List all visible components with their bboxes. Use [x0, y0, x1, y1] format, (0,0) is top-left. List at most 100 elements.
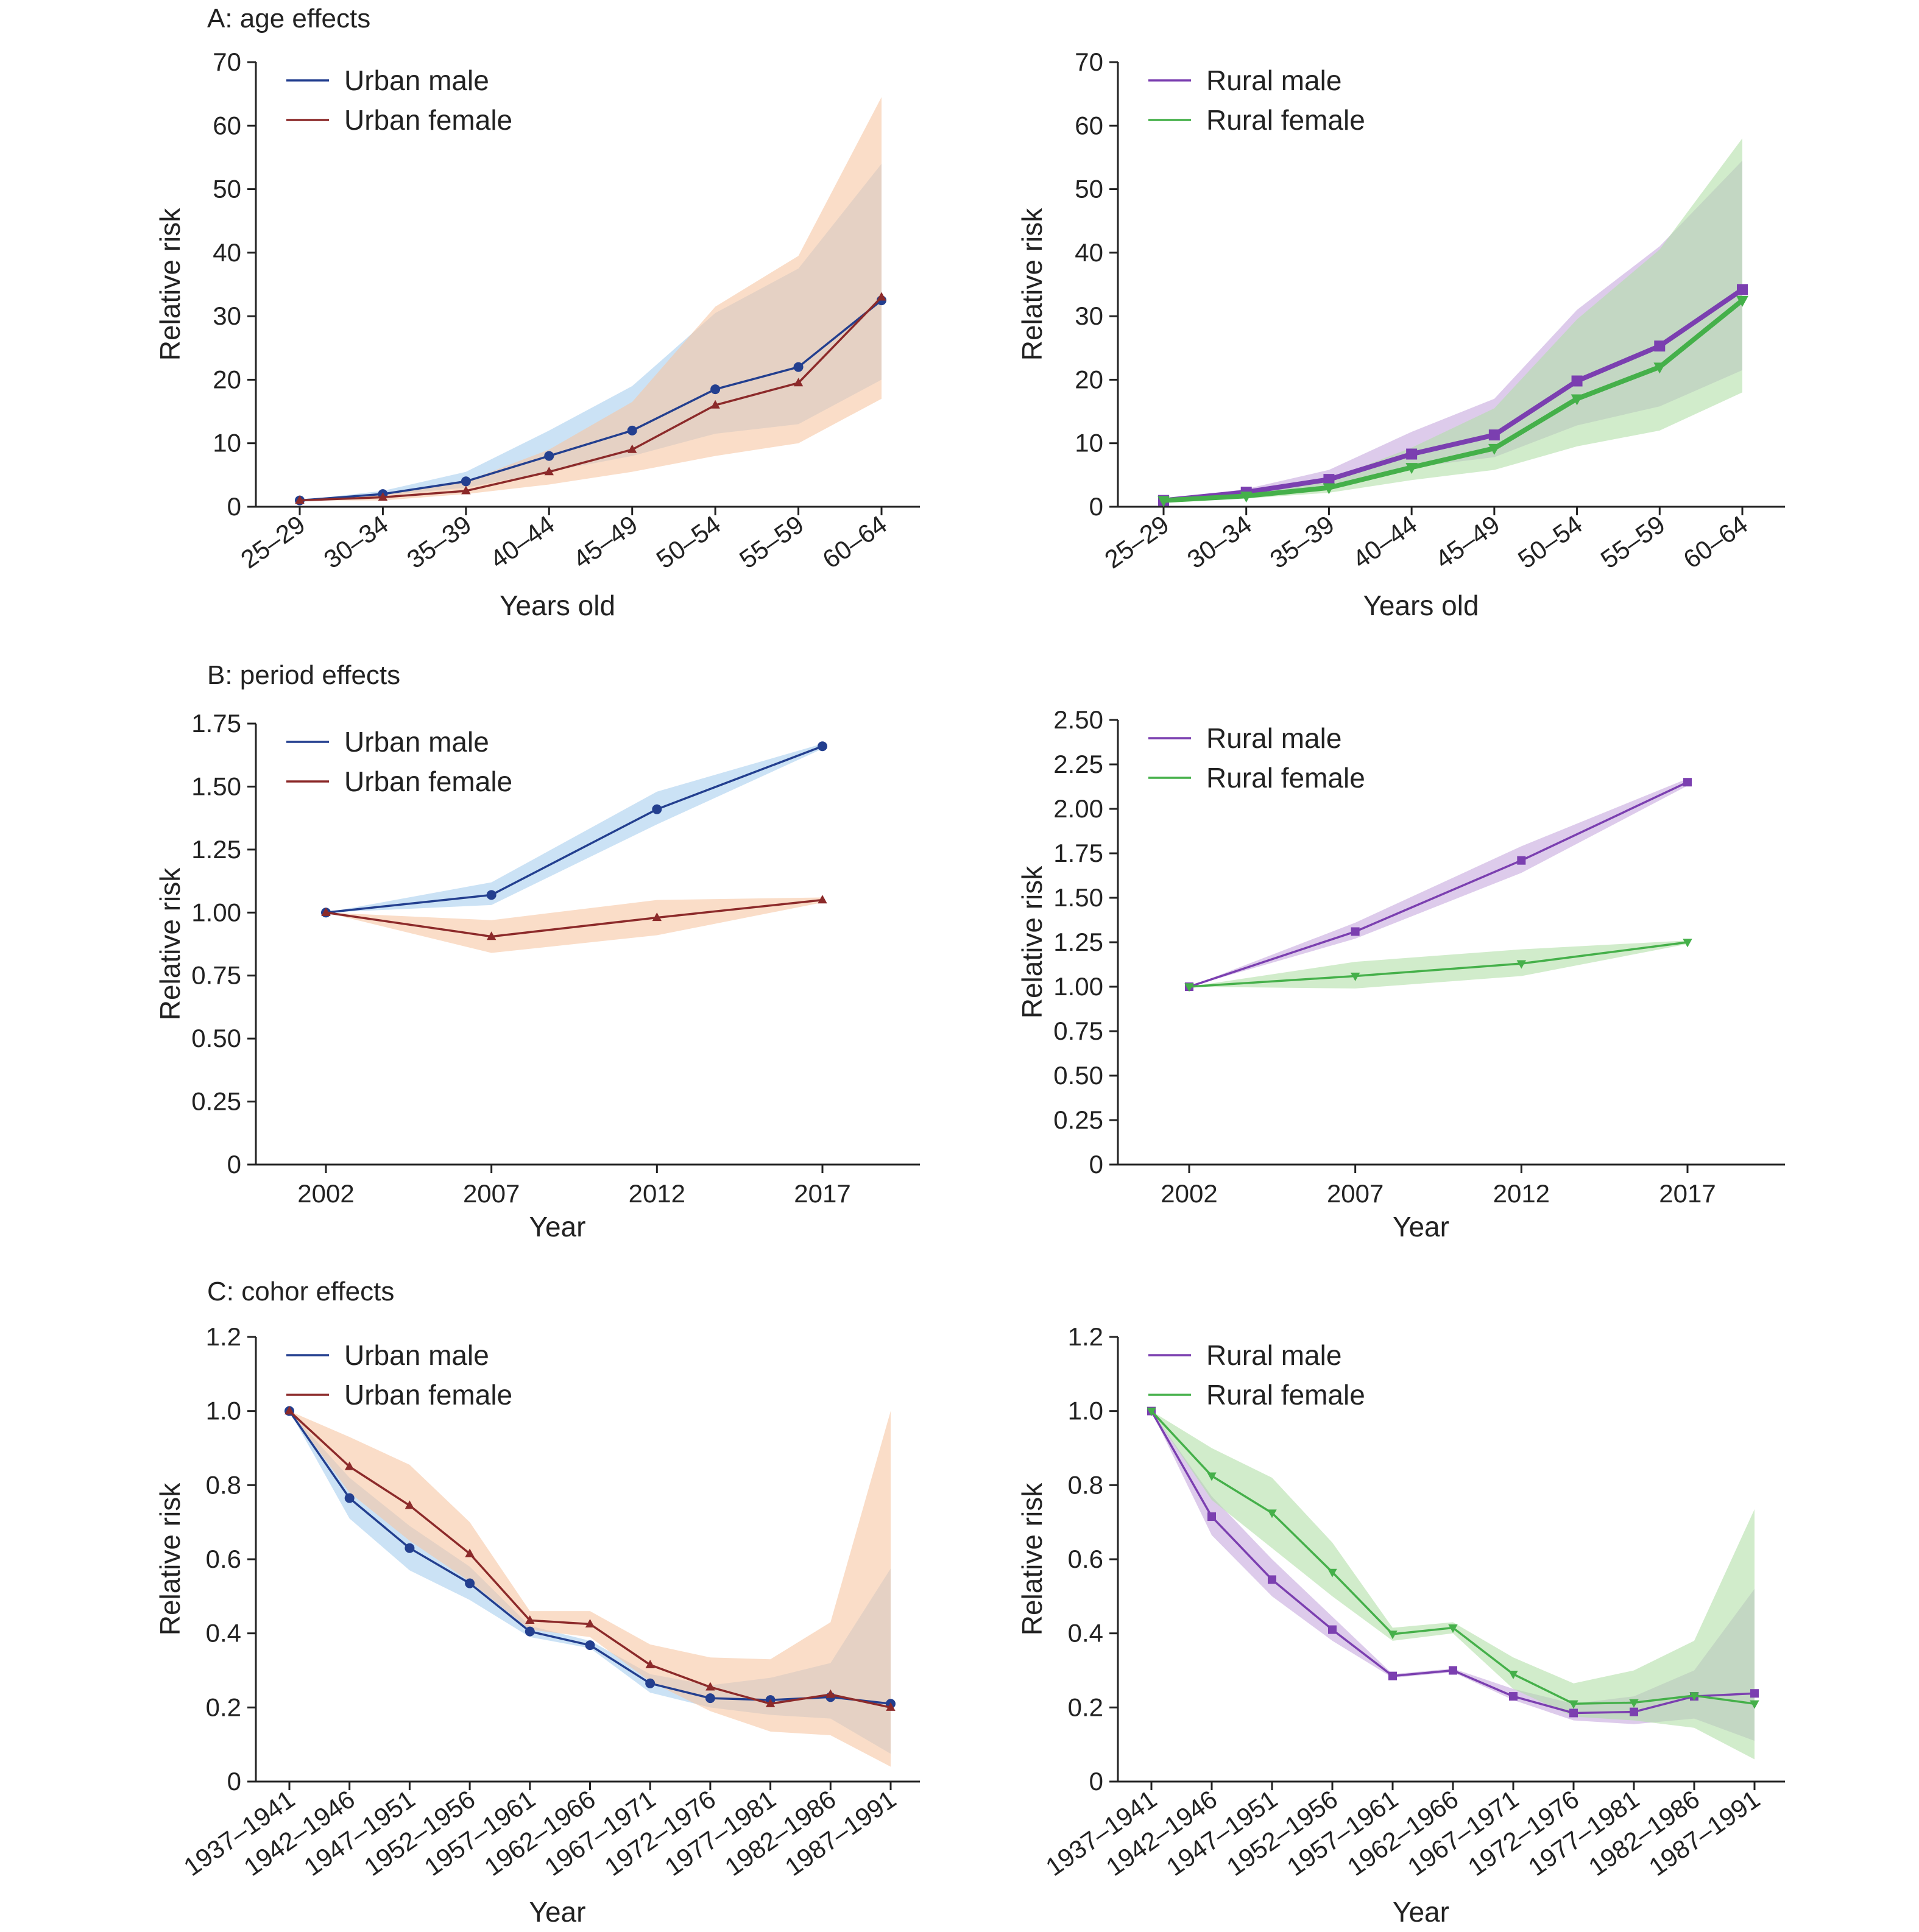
y-tick-label: 0 [227, 492, 241, 521]
confidence-band-rural-female [1164, 138, 1742, 501]
y-axis-label: Relative risk [1016, 208, 1048, 361]
data-point-rural-female [1448, 1624, 1458, 1633]
legend-label: Urban female [344, 104, 512, 136]
y-tick-label: 1.50 [191, 772, 241, 800]
y-tick-label: 0.4 [1068, 1619, 1103, 1648]
x-axis-label: Year [1393, 1211, 1449, 1243]
x-axis-label: Year [529, 1211, 586, 1243]
x-tick-label: 2007 [463, 1179, 520, 1208]
data-point-rural-male [1750, 1689, 1759, 1698]
data-point-urban-male [405, 1543, 415, 1553]
data-point-rural-female [1323, 483, 1335, 495]
data-point-urban-male [525, 1626, 535, 1637]
y-tick-label: 1.75 [191, 709, 241, 738]
series-line-urban-female [325, 898, 823, 938]
series-line-rural-female [1189, 941, 1688, 988]
legend-label: Rural male [1206, 1339, 1341, 1371]
legend-label: Rural female [1206, 1379, 1365, 1411]
x-tick-label: 2012 [629, 1179, 685, 1208]
y-tick-label: 1.00 [1053, 972, 1103, 1001]
legend-label: Rural female [1206, 104, 1365, 136]
y-axis-label: Relative risk [1016, 1482, 1048, 1636]
data-point-urban-female [793, 378, 804, 387]
data-point-urban-female [877, 292, 886, 301]
data-point-rural-female [1750, 1700, 1759, 1709]
data-point-rural-male [1654, 340, 1666, 352]
data-point-rural-male [1569, 1708, 1578, 1718]
y-tick-label: 0 [1089, 1150, 1103, 1179]
data-point-urban-female [645, 1659, 655, 1668]
data-point-rural-female [1184, 983, 1194, 992]
x-tick-label: 40–44 [485, 510, 560, 574]
y-tick-label: 1.2 [1068, 1322, 1103, 1351]
series-line-rural-male [1189, 781, 1688, 988]
data-point-urban-male [645, 1678, 656, 1688]
confidence-band-urban-female [326, 897, 822, 953]
y-tick-label: 60 [213, 111, 241, 139]
y-tick-label: 0.6 [1068, 1545, 1103, 1573]
legend-label: Urban male [344, 1339, 489, 1371]
data-point-rural-female [1207, 1472, 1217, 1481]
data-point-rural-female [1569, 1700, 1578, 1709]
y-tick-label: 0.2 [1068, 1693, 1103, 1721]
y-tick-label: 40 [213, 238, 241, 267]
x-tick-label: 60–64 [1678, 510, 1753, 574]
y-tick-label: 0.75 [1053, 1017, 1103, 1045]
data-point-urban-female [378, 492, 388, 501]
data-point-rural-male [1388, 1671, 1397, 1680]
x-tick-label: 55–59 [1596, 510, 1670, 574]
data-point-urban-female [886, 1702, 896, 1711]
data-point-urban-female [486, 931, 497, 940]
series-line-rural-male [1163, 287, 1744, 503]
data-point-rural-male [1630, 1707, 1638, 1716]
data-point-urban-male [465, 1578, 475, 1588]
y-tick-label: 0.8 [206, 1470, 241, 1499]
y-tick-label: 1.50 [1053, 883, 1103, 912]
y-tick-label: 0 [227, 1767, 241, 1796]
y-tick-label: 0.4 [206, 1619, 241, 1648]
y-tick-label: 20 [1075, 365, 1103, 393]
data-point-rural-female [1689, 1692, 1699, 1701]
data-point-rural-female [1240, 492, 1253, 503]
x-tick-label: 30–34 [319, 510, 394, 574]
y-tick-label: 30 [213, 301, 241, 330]
data-point-rural-female [1350, 972, 1360, 981]
data-point-urban-male [652, 804, 662, 814]
section-title: C: cohor effects [207, 1277, 394, 1306]
panel-B-rural: 0 0.25 0.50 0.75 1.00 1.25 1.50 1.75 2.00 2.25 2.5… [1016, 705, 1785, 1243]
data-point-urban-male [461, 476, 471, 487]
y-tick-label: 0.50 [1053, 1061, 1103, 1090]
data-point-rural-female [1629, 1699, 1639, 1708]
series-line-urban-male [325, 745, 823, 914]
panel-C-urban: C: cohor effects00.20.40.60.81.01.21937–… [154, 1277, 920, 1928]
data-point-urban-female [818, 895, 827, 904]
y-tick-label: 40 [1075, 238, 1103, 267]
y-tick-label: 50 [213, 175, 241, 203]
data-point-urban-male [627, 425, 637, 435]
x-tick-label: 60–64 [818, 510, 892, 574]
data-point-rural-female [1267, 1509, 1277, 1518]
y-tick-label: 30 [1075, 301, 1103, 330]
y-tick-label: 0.25 [191, 1087, 241, 1116]
data-point-urban-female [544, 467, 554, 476]
x-tick-label: 2002 [297, 1179, 354, 1208]
data-point-urban-female [345, 1461, 355, 1470]
y-tick-label: 1.0 [206, 1397, 241, 1425]
y-axis-label: Relative risk [154, 208, 186, 361]
data-point-urban-female [321, 907, 331, 916]
data-point-rural-female [1157, 496, 1170, 507]
y-axis-label: Relative risk [154, 867, 186, 1021]
confidence-band-rural-female [1189, 940, 1688, 989]
data-point-urban-male [793, 362, 804, 372]
legend-label: Urban female [344, 1379, 512, 1411]
x-tick-label: 45–49 [568, 510, 643, 574]
x-tick-label: 55–59 [734, 510, 809, 574]
data-point-urban-female [461, 485, 471, 495]
panel-A-rural: 0 10 20 30 40 50 60 70 25–29 30–34 35–39 40–44 45–49… [1016, 48, 1785, 621]
x-tick-label: 2017 [794, 1179, 850, 1208]
y-tick-label: 0 [1089, 492, 1103, 521]
legend-label: Rural female [1206, 762, 1365, 794]
data-point-rural-female [1147, 1408, 1156, 1417]
x-axis-label: Years old [500, 590, 615, 621]
y-tick-label: 0.25 [1053, 1105, 1103, 1134]
